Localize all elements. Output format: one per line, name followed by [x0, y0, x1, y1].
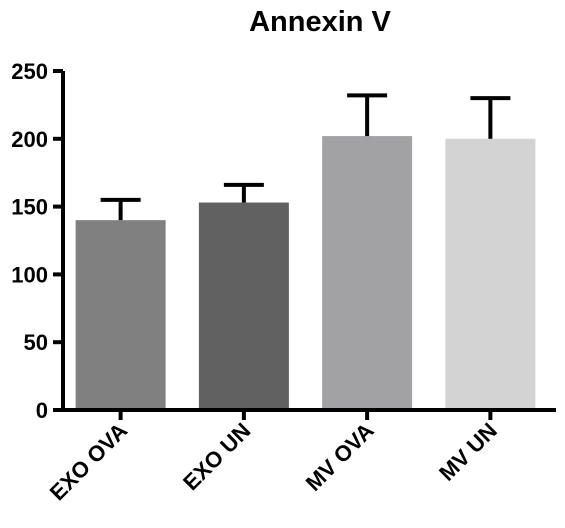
bar-exo-un	[198, 202, 289, 410]
bar-exo-ova	[75, 220, 166, 410]
bar-mv-ova	[322, 136, 413, 410]
bar-mv-un	[445, 138, 536, 411]
y-tick-label-50: 50	[24, 330, 48, 355]
x-tick-label-mv-un: MV UN	[434, 418, 502, 486]
x-tick-label-exo-un: EXO UN	[178, 418, 255, 495]
x-tick-label-exo-ova: EXO OVA	[45, 418, 132, 505]
y-tick-label-0: 0	[36, 398, 48, 423]
y-tick-label-100: 100	[11, 262, 48, 287]
x-tick-label-mv-ova: MV OVA	[301, 418, 379, 496]
chart-title: Annexin V	[249, 6, 391, 38]
y-tick-label-150: 150	[11, 195, 48, 220]
y-tick-label-250: 250	[11, 59, 48, 84]
y-tick-label-200: 200	[11, 127, 48, 152]
